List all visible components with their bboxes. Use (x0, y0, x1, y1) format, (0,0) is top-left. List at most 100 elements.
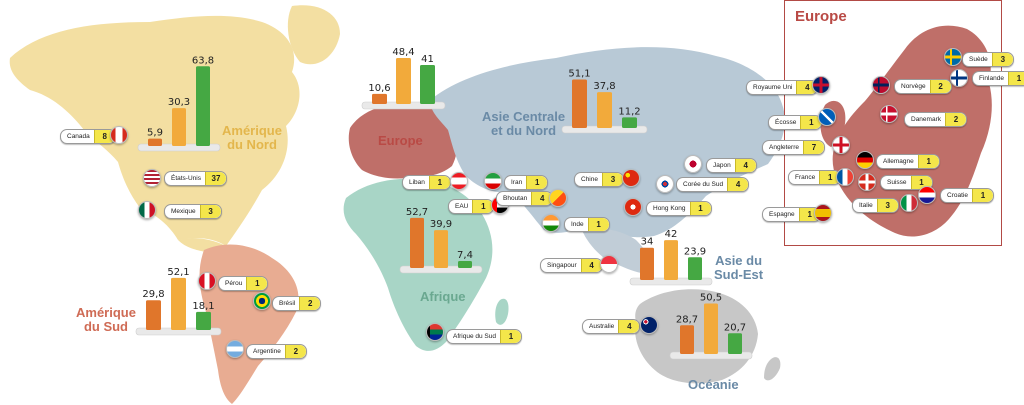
country-name: Hong Kong (653, 205, 686, 212)
bar-label-5-3: 11,2 (618, 106, 640, 117)
bar-label-5-2: 37,8 (593, 81, 615, 92)
country-name: Écosse (775, 119, 797, 126)
country-name: Iran (511, 179, 523, 186)
country-name: Italie (859, 202, 873, 209)
country-pill-scotland: Écosse 1 (768, 115, 823, 130)
country-pill-argentina: Argentine 2 (246, 344, 307, 359)
france-flag-icon (836, 168, 854, 186)
country-name: Brésil (279, 300, 296, 307)
bar-label-7-3: 20,7 (724, 322, 746, 333)
country-name: Bhoutan (503, 195, 528, 202)
country-pill-korea: Corée du Sud 4 (676, 177, 750, 192)
country-count-badge: 1 (500, 330, 522, 343)
region-label-oceania: Océanie (688, 377, 739, 392)
country-count-badge: 4 (531, 192, 553, 205)
bhutan-flag-icon (549, 189, 567, 207)
country-name: France (795, 174, 816, 181)
country-name: Liban (409, 179, 425, 186)
southeast-asia-landmass (582, 228, 650, 274)
bar-7-1 (680, 325, 694, 354)
country-name: Pérou (225, 280, 243, 287)
country-count-badge: 2 (284, 345, 306, 358)
country-pill-norway: Norvège 2 (894, 79, 952, 94)
country-pill-uk: Royaume Uni 4 (746, 80, 819, 95)
country-count-badge: 1 (246, 277, 268, 290)
country-pill-usa: États-Unis 37 (164, 171, 227, 186)
southafrica-flag-icon (426, 323, 444, 341)
country-name: Singapour (547, 262, 577, 269)
country-count-badge: 4 (727, 178, 749, 191)
europe-inset-title: Europe (795, 8, 847, 25)
bar-label-4-1: 52,7 (406, 207, 428, 218)
country-count-badge: 4 (580, 259, 602, 272)
switzerland-flag-icon (858, 173, 876, 191)
madagascar-landmass (495, 298, 509, 325)
country-count-badge: 4 (618, 320, 640, 333)
country-pill-singapore: Singapour 4 (540, 258, 603, 273)
uk-flag-icon (812, 76, 830, 94)
brazil-flag-icon (253, 292, 271, 310)
bar-label-2-3: 18,1 (192, 301, 214, 312)
country-name: Suisse (887, 179, 907, 186)
country-name: Argentine (253, 348, 281, 355)
italy-flag-icon (900, 194, 918, 212)
country-name: Canada (67, 133, 90, 140)
bar-label-6-3: 23,9 (684, 246, 706, 257)
bar-label-7-2: 50,5 (700, 293, 722, 304)
country-count-badge: 1 (971, 189, 993, 202)
country-count-badge: 2 (299, 297, 321, 310)
china-flag-icon (622, 169, 640, 187)
country-pill-sweden: Suède 3 (962, 52, 1014, 67)
country-pill-japan: Japon 4 (706, 158, 757, 173)
country-count-badge: 1 (428, 176, 450, 189)
country-pill-denmark: Danemark 2 (904, 112, 967, 127)
country-name: EAU (455, 203, 469, 210)
bar-label-3-2: 48,4 (392, 47, 414, 58)
india-flag-icon (542, 214, 560, 232)
country-name: États-Unis (171, 175, 201, 182)
country-pill-italy: Italie 3 (852, 198, 899, 213)
country-pill-china: Chine 3 (574, 172, 624, 187)
country-name: Australie (589, 323, 615, 330)
bar-label-3-1: 10,6 (368, 83, 390, 94)
lebanon-flag-icon (450, 172, 468, 190)
bar-label-6-1: 34 (641, 237, 654, 248)
bar-label-2-2: 52,1 (167, 267, 189, 278)
bar-label-1-2: 30,3 (168, 97, 190, 108)
country-name: Mexique (171, 208, 196, 215)
sweden-flag-icon (944, 48, 962, 66)
country-count-badge: 1 (526, 176, 548, 189)
region-label-north-america: Amérique du Nord (222, 123, 282, 152)
bar-5-1 (572, 79, 587, 128)
country-count-badge: 3 (601, 173, 623, 186)
bar-label-1-3: 63,8 (192, 55, 214, 66)
country-count-badge: 2 (944, 113, 966, 126)
country-count-badge: 4 (734, 159, 756, 172)
country-pill-switzerland: Suisse 1 (880, 175, 933, 190)
country-pill-spain: Espagne 1 (762, 207, 821, 222)
country-pill-india: Inde 1 (564, 217, 610, 232)
bar-2-2 (171, 277, 186, 330)
country-name: Espagne (769, 211, 795, 218)
region-label-africa: Afrique (420, 289, 466, 304)
country-name: Norvège (901, 83, 926, 90)
bar-label-1-1: 5,9 (147, 128, 163, 139)
country-pill-hongkong: Hong Kong 1 (646, 201, 712, 216)
usa-flag-icon (143, 169, 161, 187)
bar-5-3 (622, 117, 637, 128)
bar-4-3 (458, 260, 472, 268)
bar-label-2-1: 29,8 (142, 289, 164, 300)
bar-3-1 (372, 93, 387, 104)
country-name: Inde (571, 221, 584, 228)
peru-flag-icon (198, 272, 216, 290)
region-label-southeast-asia: Asie du Sud-Est (714, 253, 764, 282)
europe-landmass (348, 102, 458, 179)
denmark-flag-icon (880, 105, 898, 123)
bar-6-2 (664, 240, 678, 280)
country-count-badge: 2 (929, 80, 951, 93)
korea-flag-icon (656, 175, 674, 193)
country-count-badge: 1 (472, 200, 494, 213)
country-name: Japon (713, 162, 731, 169)
australia-landmass (635, 289, 758, 384)
bar-4-2 (434, 230, 448, 268)
